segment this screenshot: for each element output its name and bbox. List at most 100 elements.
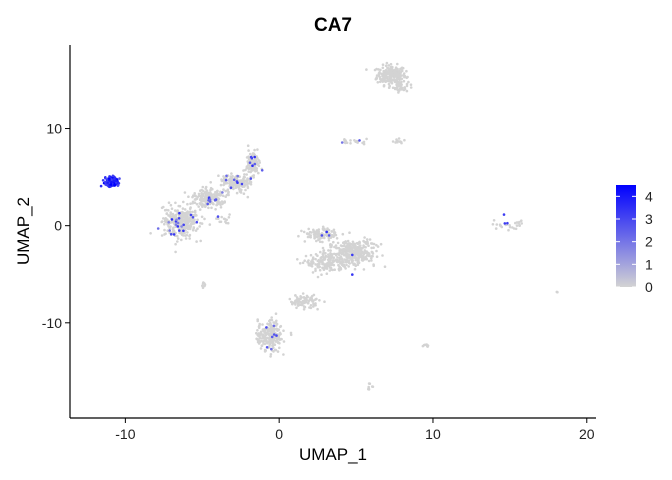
data-point	[311, 256, 315, 259]
data-point	[366, 240, 369, 243]
data-point	[375, 77, 379, 80]
data-point	[260, 169, 264, 172]
data-point	[381, 63, 385, 66]
data-point	[186, 222, 189, 225]
data-point	[182, 200, 185, 204]
data-point	[494, 227, 498, 230]
data-point	[316, 236, 319, 239]
data-point	[186, 202, 189, 206]
data-point	[409, 83, 413, 86]
data-point	[347, 253, 350, 257]
data-point	[277, 336, 281, 340]
data-point	[353, 267, 357, 271]
data-point	[316, 307, 319, 311]
data-point	[303, 240, 307, 243]
data-point	[349, 255, 353, 259]
data-point	[216, 189, 219, 193]
data-point	[302, 305, 306, 308]
data-point	[400, 66, 404, 70]
data-point	[254, 331, 258, 335]
data-point	[236, 181, 239, 184]
data-point	[215, 191, 218, 195]
data-point	[279, 332, 282, 336]
data-point	[395, 77, 399, 81]
data-point	[176, 234, 179, 238]
data-point	[397, 137, 401, 140]
data-point	[265, 346, 269, 349]
data-point	[322, 267, 325, 270]
data-point	[174, 214, 177, 218]
data-point	[246, 166, 250, 170]
data-point	[181, 207, 185, 210]
data-point	[355, 139, 359, 143]
data-point	[257, 171, 260, 175]
data-point	[221, 191, 224, 194]
y-axis-title: UMAP_2	[14, 197, 33, 265]
data-point	[255, 161, 259, 164]
legend-tick-label: 2	[645, 234, 653, 250]
data-point	[231, 175, 234, 178]
data-point	[306, 260, 309, 264]
data-point	[231, 185, 235, 189]
data-point	[184, 234, 187, 237]
data-point	[365, 68, 368, 71]
data-point	[263, 334, 267, 338]
data-point	[312, 293, 316, 297]
data-point	[351, 259, 354, 262]
data-point	[367, 385, 371, 389]
data-point	[362, 244, 365, 247]
data-point	[396, 85, 399, 88]
data-point	[268, 332, 271, 336]
data-point	[332, 240, 335, 244]
data-point	[221, 202, 224, 206]
data-point	[235, 191, 239, 195]
data-point	[171, 221, 175, 224]
data-point	[263, 336, 266, 340]
data-point	[219, 220, 223, 224]
data-point	[327, 239, 331, 242]
data-point	[104, 183, 107, 186]
data-point	[204, 205, 207, 209]
data-point	[346, 256, 350, 260]
data-point	[375, 74, 379, 77]
data-point	[216, 199, 220, 202]
data-point	[178, 211, 181, 215]
data-point	[503, 222, 507, 225]
data-point	[170, 218, 174, 221]
data-point	[372, 246, 375, 249]
data-point	[311, 260, 315, 264]
data-point	[400, 69, 404, 72]
data-point	[344, 267, 347, 270]
data-point	[290, 300, 293, 304]
data-point	[266, 341, 269, 345]
data-point	[196, 195, 199, 199]
data-point	[172, 233, 176, 236]
data-point	[389, 70, 393, 73]
data-point	[187, 218, 191, 222]
data-point	[352, 249, 355, 253]
data-point	[332, 228, 336, 232]
data-point	[396, 140, 399, 144]
data-point	[224, 176, 228, 180]
data-point	[244, 188, 247, 192]
data-point	[327, 234, 331, 237]
data-point	[387, 64, 391, 67]
data-point	[361, 141, 364, 145]
legend-tick-label: 1	[645, 256, 653, 272]
data-point	[353, 262, 356, 266]
data-point	[336, 241, 340, 245]
data-point	[259, 330, 263, 334]
data-point	[294, 303, 297, 306]
data-point	[409, 86, 413, 89]
data-point	[248, 152, 252, 156]
data-point	[367, 253, 370, 256]
data-point	[180, 225, 183, 228]
data-point	[341, 252, 344, 255]
data-point	[350, 247, 354, 251]
data-point	[316, 275, 320, 279]
data-point	[269, 355, 272, 358]
data-point	[306, 232, 310, 236]
data-point	[307, 227, 311, 231]
x-ticks: -10 0 10 20	[115, 418, 595, 442]
